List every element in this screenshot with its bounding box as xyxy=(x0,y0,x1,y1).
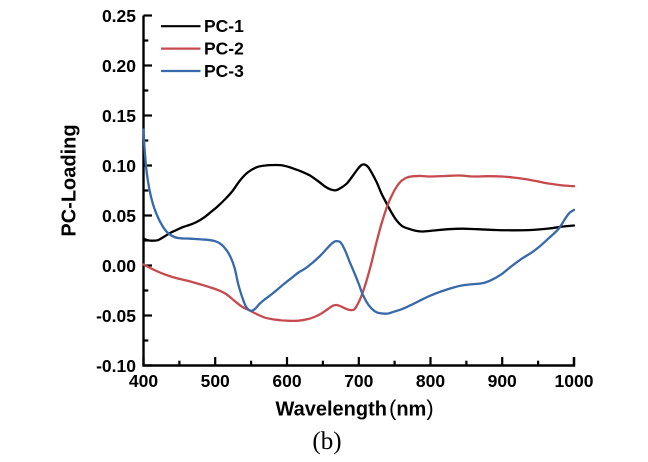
svg-text:(nm): (nm) xyxy=(389,396,434,421)
svg-text:PC-Loading: PC-Loading xyxy=(59,124,81,236)
svg-text:PC-2: PC-2 xyxy=(204,38,244,58)
svg-text:0.10: 0.10 xyxy=(102,156,136,176)
svg-text:600: 600 xyxy=(272,371,301,391)
svg-text:0.25: 0.25 xyxy=(102,6,136,26)
svg-text:-0.10: -0.10 xyxy=(96,356,136,376)
svg-text:Wavelength: Wavelength xyxy=(276,399,388,421)
svg-text:0.15: 0.15 xyxy=(102,106,136,126)
svg-text:PC-3: PC-3 xyxy=(204,61,244,81)
svg-text:500: 500 xyxy=(201,371,230,391)
svg-text:0.20: 0.20 xyxy=(102,56,136,76)
svg-text:0.00: 0.00 xyxy=(102,256,136,276)
svg-text:PC-1: PC-1 xyxy=(204,16,244,36)
svg-text:0.05: 0.05 xyxy=(102,206,136,226)
svg-text:700: 700 xyxy=(344,371,373,391)
svg-text:800: 800 xyxy=(416,371,445,391)
svg-text:900: 900 xyxy=(488,371,517,391)
svg-text:1000: 1000 xyxy=(555,371,594,391)
svg-text:400: 400 xyxy=(129,371,158,391)
svg-text:(b): (b) xyxy=(312,428,341,455)
svg-text:-0.05: -0.05 xyxy=(96,306,136,326)
